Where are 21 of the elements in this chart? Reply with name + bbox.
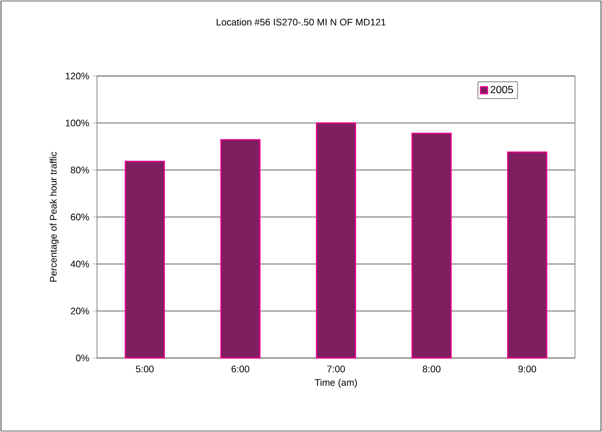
x-tick-label: 8:00 <box>422 366 440 372</box>
y-tick-label: 100% <box>66 120 90 126</box>
bar <box>412 132 452 359</box>
y-axis-title: Percentage of Peak hour traffic <box>50 152 59 282</box>
x-tick-label: 9:00 <box>518 366 536 372</box>
bar <box>220 139 261 359</box>
y-tick-label: 0% <box>76 354 90 362</box>
x-axis-title: Time (am) <box>314 378 357 388</box>
x-tick-label: 6:00 <box>232 366 250 372</box>
y-tick-label: 20% <box>70 308 90 314</box>
chart-title: Location #56 IS270-.50 MI N OF MD121 <box>216 18 386 26</box>
y-tick-label: 120% <box>66 72 90 80</box>
y-tick-label: 40% <box>70 260 90 268</box>
bar <box>316 122 356 359</box>
x-tick-label: 5:00 <box>136 366 154 372</box>
x-tick-label: 7:00 <box>327 366 345 372</box>
y-tick-label: 60% <box>70 214 90 220</box>
y-tick-label: 80% <box>70 166 90 174</box>
bar <box>507 152 548 359</box>
legend-label: 2005 <box>490 86 514 94</box>
bar <box>124 160 165 359</box>
